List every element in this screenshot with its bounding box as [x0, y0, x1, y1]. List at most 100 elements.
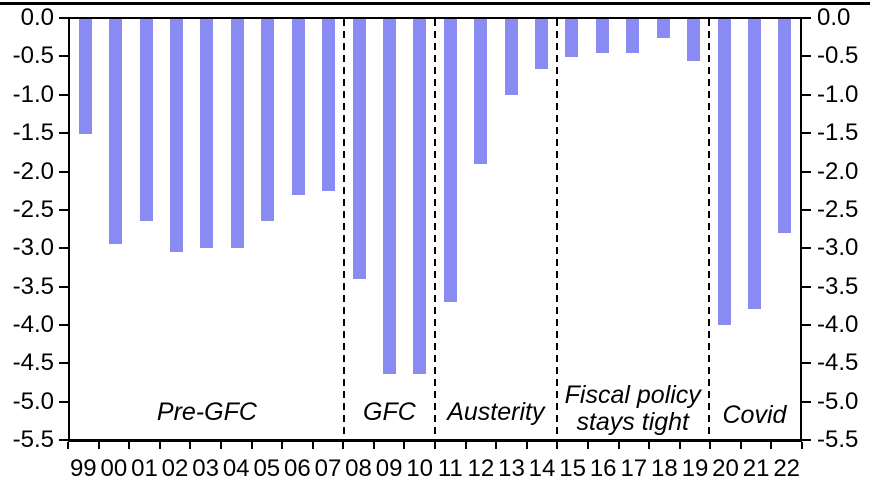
- x-axis-tick: [311, 442, 314, 449]
- y-axis-tick-left: [59, 93, 68, 96]
- chart-top-border: [0, 2, 870, 5]
- y-axis-tick-left: [59, 170, 68, 173]
- y-axis-tick-right: [802, 247, 811, 250]
- x-axis-tick: [342, 442, 345, 449]
- x-label-04: 04: [222, 455, 250, 482]
- period-label-pre-gfc: Pre-GFC: [70, 399, 344, 426]
- x-axis-tick: [556, 442, 559, 449]
- x-axis-tick: [434, 442, 436, 449]
- y-axis-tick-left: [59, 400, 68, 403]
- bar-12: [474, 19, 488, 165]
- period-label-gfc: GFC: [344, 399, 435, 426]
- x-label-01: 01: [131, 455, 158, 482]
- plot-area: Pre-GFC GFC Austerity Fiscal policy stays ti…: [68, 17, 802, 442]
- x-label-09: 09: [375, 455, 403, 482]
- period-label-line: Fiscal policy: [564, 381, 701, 409]
- y-label-right--3.5: -3.5: [817, 272, 859, 300]
- x-axis-tick: [648, 442, 651, 449]
- y-label-right--2.5: -2.5: [817, 195, 859, 223]
- y-label-left--3.5: -3.5: [12, 272, 54, 300]
- bar-06: [291, 19, 305, 195]
- x-axis-tick: [67, 442, 69, 449]
- period-separator: [707, 19, 710, 439]
- x-label-21: 21: [742, 455, 770, 482]
- x-label-99: 99: [69, 455, 97, 482]
- y-label-right--5.5: -5.5: [817, 426, 859, 453]
- bar-16: [595, 19, 609, 54]
- x-label-11: 11: [437, 455, 463, 482]
- bar-08: [352, 19, 366, 279]
- bar-20: [717, 19, 731, 325]
- x-label-19: 19: [681, 455, 709, 482]
- y-axis-tick-left: [59, 132, 68, 135]
- x-axis-tick: [219, 442, 222, 449]
- x-label-13: 13: [498, 455, 525, 482]
- x-label-02: 02: [161, 455, 189, 482]
- bar-07: [322, 19, 335, 191]
- y-label-left--4.0: -4.0: [12, 310, 54, 338]
- bar-99: [78, 19, 92, 134]
- y-axis-tick-right: [802, 132, 811, 135]
- bar-13: [504, 19, 518, 96]
- bar-02: [170, 19, 183, 252]
- y-label-left--2.5: -2.5: [12, 195, 54, 223]
- bar-17: [626, 19, 640, 54]
- bar-04: [230, 19, 244, 249]
- y-axis-tick-left: [59, 55, 68, 58]
- y-axis-tick-right: [802, 285, 811, 288]
- x-axis-tick: [617, 442, 620, 449]
- bar-00: [109, 19, 123, 245]
- period-label-fiscal-tight: Fiscal policy stays tight: [557, 382, 709, 436]
- y-label-right-0.0: 0.0: [817, 4, 851, 31]
- y-label-left--0.5: -0.5: [12, 42, 54, 70]
- y-axis-tick-left: [59, 323, 68, 326]
- period-label-line: Austerity: [447, 398, 545, 426]
- period-label-line: Covid: [722, 401, 787, 429]
- y-label-left--5.0: -5.0: [12, 387, 54, 415]
- x-label-17: 17: [620, 455, 648, 482]
- bar-11: [443, 19, 457, 302]
- x-label-20: 20: [712, 455, 739, 482]
- x-axis-tick: [770, 442, 773, 449]
- y-label-right--2.0: -2.0: [817, 157, 859, 185]
- x-label-07: 07: [314, 455, 342, 482]
- period-label-covid: Covid: [709, 402, 800, 429]
- x-label-16: 16: [589, 455, 617, 482]
- x-axis-tick: [372, 442, 375, 449]
- x-axis-tick: [678, 442, 681, 449]
- x-axis-tick: [281, 442, 284, 449]
- x-axis-tick: [403, 442, 406, 449]
- period-separator: [434, 19, 436, 439]
- x-label-06: 06: [284, 455, 311, 482]
- y-label-right--4.5: -4.5: [817, 349, 859, 377]
- y-label-left--1.5: -1.5: [12, 119, 54, 147]
- x-axis-tick: [495, 442, 498, 449]
- bar-10: [413, 19, 427, 375]
- y-axis-tick-left: [59, 285, 68, 288]
- y-label-right--5.0: -5.0: [817, 387, 859, 415]
- x-axis-tick: [128, 442, 131, 449]
- x-axis-tick: [189, 442, 192, 449]
- y-axis-tick-right: [802, 323, 811, 326]
- x-label-15: 15: [559, 455, 586, 482]
- y-axis-tick-left: [59, 362, 68, 365]
- x-label-00: 00: [100, 455, 128, 482]
- y-axis-tick-right: [802, 93, 811, 96]
- bar-19: [687, 19, 700, 61]
- y-label-left--3.0: -3.0: [12, 234, 54, 262]
- y-axis-tick-right: [802, 208, 811, 211]
- y-label-left--2.0: -2.0: [12, 157, 54, 185]
- x-axis-tick: [525, 442, 528, 449]
- period-separator: [342, 19, 345, 439]
- x-label-14: 14: [528, 455, 556, 482]
- x-label-22: 22: [773, 455, 801, 482]
- y-axis-tick-right: [802, 17, 811, 19]
- period-label-austerity: Austerity: [435, 399, 557, 426]
- bar-21: [747, 19, 761, 310]
- x-label-05: 05: [253, 455, 281, 482]
- period-label-line: GFC: [363, 398, 416, 426]
- y-label-left--5.5: -5.5: [12, 426, 54, 453]
- period-label-line: stays tight: [576, 408, 690, 436]
- y-axis-tick-left: [59, 17, 68, 19]
